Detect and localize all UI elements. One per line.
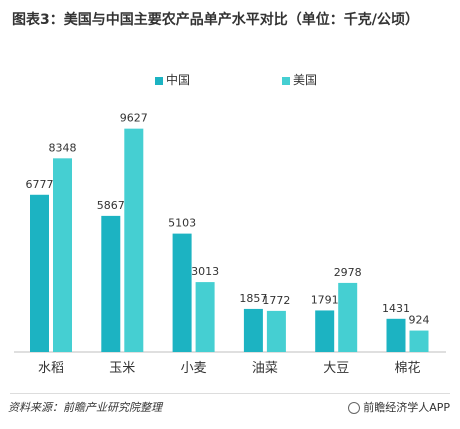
bar-usa-1	[124, 128, 144, 352]
data-label-china-1: 5867	[97, 199, 125, 212]
data-label-china-3: 1857	[239, 292, 267, 305]
category-label-4: 大豆	[323, 361, 349, 376]
legend-label-china: 中国	[166, 73, 191, 87]
brand-name: 前瞻经济学人APP	[363, 401, 450, 414]
data-label-usa-5: 924	[409, 314, 430, 327]
bar-china-5	[386, 318, 406, 352]
category-label-1: 玉米	[109, 361, 135, 376]
bar-usa-4	[338, 282, 358, 352]
bar-usa-3	[266, 310, 286, 352]
brand-logo-icon	[348, 402, 361, 414]
bar-china-3	[243, 308, 263, 352]
data-label-usa-2: 3013	[191, 265, 219, 278]
legend-item-usa: 美国	[282, 72, 317, 88]
legend-swatch-usa	[282, 76, 290, 85]
bar-usa-0	[53, 158, 72, 352]
data-label-usa-1: 9627	[120, 112, 148, 125]
bar-china-0	[30, 194, 49, 352]
data-label-china-0: 6777	[26, 178, 54, 191]
legend-label-usa: 美国	[293, 73, 318, 87]
bar-china-4	[315, 310, 335, 352]
source-note: 资料来源：前瞻产业研究院整理	[8, 401, 162, 414]
legend-swatch-china	[155, 76, 163, 85]
chart-title: 图表3：美国与中国主要农产品单产水平对比（单位：千克/公顷）	[12, 12, 419, 28]
data-label-china-2: 5103	[168, 217, 196, 230]
category-label-3: 油菜	[252, 361, 278, 376]
chart-legend: 中国 美国	[0, 72, 460, 90]
bar-china-2	[172, 233, 192, 352]
bar-usa-5	[409, 330, 429, 352]
category-label-0: 水稻	[38, 361, 64, 376]
data-label-usa-0: 8348	[49, 141, 77, 154]
bar-china-1	[101, 215, 121, 352]
footer-divider	[10, 393, 450, 394]
data-label-usa-3: 1772	[262, 294, 290, 307]
data-label-china-5: 1431	[382, 302, 410, 315]
brand-credit: 前瞻经济学人APP	[348, 399, 450, 415]
category-label-2: 小麦	[181, 361, 207, 376]
legend-item-china: 中国	[155, 72, 190, 88]
category-label-5: 棉花	[394, 360, 420, 376]
data-label-china-4: 1791	[311, 293, 339, 306]
bar-usa-2	[195, 282, 215, 352]
data-label-usa-4: 2978	[334, 266, 362, 279]
